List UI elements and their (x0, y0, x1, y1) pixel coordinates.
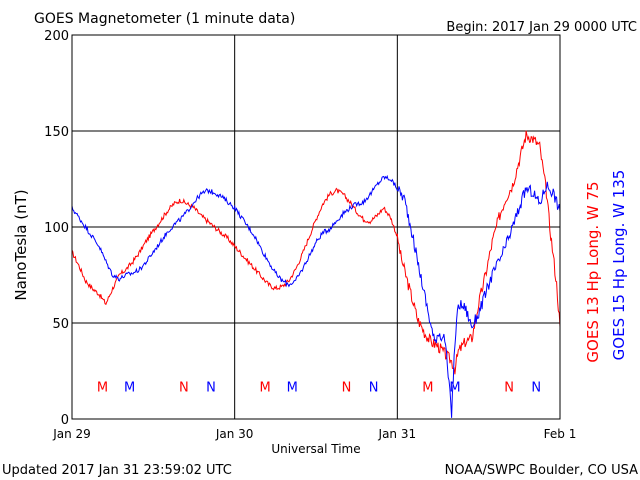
y-tick-label: 100 (44, 221, 69, 236)
noon-marker: N (531, 380, 541, 395)
x-tick-label: Jan 31 (378, 427, 417, 441)
grid-lines (72, 35, 560, 419)
noon-marker: N (369, 380, 379, 395)
legend-goes15: GOES 15 Hp Long. W 135 (610, 170, 628, 361)
x-tick-label: Jan 30 (215, 427, 254, 441)
y-tick-label: 200 (44, 29, 69, 44)
x-tick-label: Jan 29 (52, 427, 91, 441)
midnight-marker: M (287, 380, 298, 395)
begin-time-label: Begin: 2017 Jan 29 0000 UTC (446, 20, 637, 35)
y-tick-label: 0 (61, 413, 69, 428)
midnight-marker: M (124, 380, 135, 395)
x-axis-tick-labels: Jan 29 Jan 30 Jan 31 Feb 1 (52, 427, 576, 441)
data-source: NOAA/SWPC Boulder, CO USA (445, 463, 638, 478)
noon-marker: N (179, 380, 189, 395)
x-tick-label: Feb 1 (544, 427, 577, 441)
plot-frame (71, 34, 561, 420)
midnight-marker: M (422, 380, 433, 395)
noon-marker: N (342, 380, 352, 395)
noon-marker: N (504, 380, 514, 395)
series-lines (71, 130, 561, 418)
midnight-marker: M (97, 380, 108, 395)
y-tick-label: 150 (44, 125, 69, 140)
x-axis-label: Universal Time (271, 442, 360, 456)
y-axis-label: NanoTesla (nT) (12, 189, 30, 300)
noon-marker: N (206, 380, 216, 395)
chart-title: GOES Magnetometer (1 minute data) (34, 11, 295, 27)
y-axis-tick-labels: 0 50 100 150 200 (44, 29, 69, 428)
series-goes15-line (71, 174, 561, 418)
y-tick-label: 50 (52, 317, 69, 332)
updated-time: Updated 2017 Jan 31 23:59:02 UTC (2, 463, 232, 478)
series-goes13-line (71, 130, 561, 375)
midnight-marker: M (449, 380, 460, 395)
legend-goes13: GOES 13 Hp Long. W 75 (584, 181, 602, 362)
midnight-marker: M (260, 380, 271, 395)
